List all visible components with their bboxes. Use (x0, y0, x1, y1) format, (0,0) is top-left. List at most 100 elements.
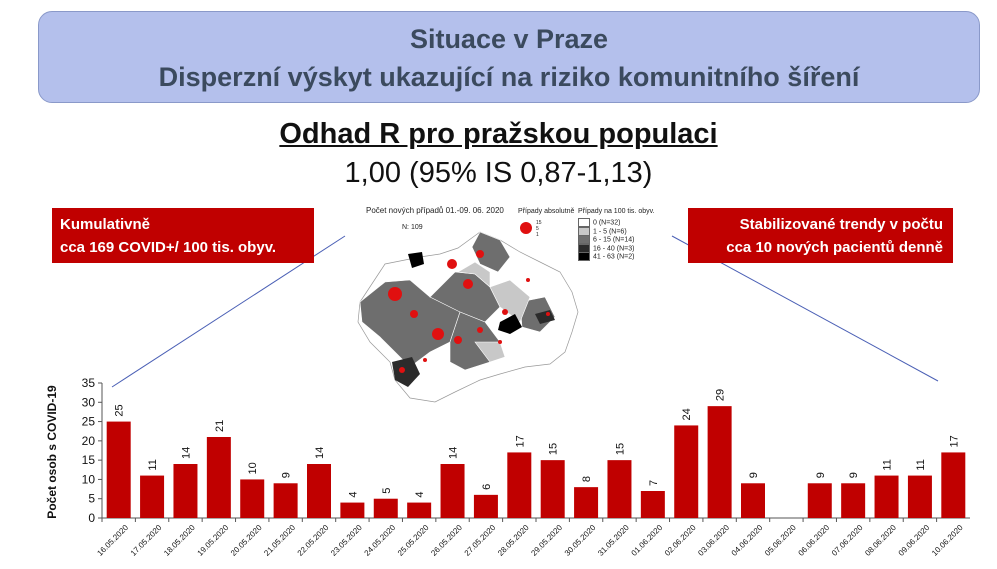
bar (273, 483, 298, 518)
bar-data-label: 9 (815, 472, 827, 478)
map-bubble (432, 328, 444, 340)
x-tick-label: 21.05.2020 (262, 523, 297, 558)
bar-data-label: 4 (414, 491, 426, 497)
bar-data-label: 11 (915, 459, 927, 470)
map-bubble (546, 312, 550, 316)
bar (841, 483, 866, 518)
bar-data-label: 14 (448, 447, 460, 459)
banner-title: Situace v Praze (409, 24, 609, 54)
bar (607, 460, 632, 518)
bar-data-label: 21 (214, 420, 226, 432)
x-tick-label: 29.05.2020 (529, 523, 564, 558)
bar (640, 491, 665, 518)
x-tick-label: 19.05.2020 (196, 523, 231, 558)
x-tick-label: 20.05.2020 (229, 523, 264, 558)
bar (741, 483, 765, 518)
bar (507, 452, 532, 518)
cumulative-callout: Kumulativně cca 169 COVID+/ 100 tis. oby… (52, 208, 314, 263)
map-bubble (447, 259, 457, 269)
bar-data-label: 8 (581, 476, 593, 482)
bar-data-label: 9 (848, 472, 860, 478)
bar-data-label: 7 (648, 480, 660, 486)
bar-data-label: 17 (514, 435, 526, 447)
bar (106, 421, 131, 518)
map-n: N: 109 (402, 224, 423, 231)
x-tick-label: 27.05.2020 (463, 523, 498, 558)
bar-data-label: 9 (281, 472, 293, 478)
x-tick-label: 09.06.2020 (897, 523, 932, 558)
x-tick-label: 17.05.2020 (129, 523, 164, 558)
banner-subtitle: Disperzní výskyt ukazující na riziko kom… (158, 62, 860, 92)
map-bubble (476, 250, 484, 258)
map-legend-label: 16 - 40 (N=3) (593, 244, 635, 252)
bar (440, 464, 465, 518)
bar-data-label: 4 (347, 491, 359, 497)
x-tick-label: 08.06.2020 (863, 523, 898, 558)
map-bubble (463, 279, 473, 289)
trend-callout: Stabilizované trendy v počtu cca 10 nový… (688, 208, 953, 263)
map-bubble (498, 340, 502, 344)
bar (941, 452, 966, 518)
x-tick-label: 31.05.2020 (596, 523, 631, 558)
map-legend-swatch (578, 252, 590, 261)
bar (173, 464, 198, 518)
r-estimate-heading: Odhad R pro pražskou populaci (0, 118, 997, 151)
x-tick-label: 03.06.2020 (696, 523, 731, 558)
prague-district-map: 15 5 1 (357, 220, 579, 403)
x-tick-label: 28.05.2020 (496, 523, 531, 558)
y-tick-label: 20 (82, 434, 96, 448)
bar (307, 464, 331, 518)
map-legend-row: 41 - 63 (N=2) (578, 252, 634, 261)
trend-callout-line2: cca 10 nových pacientů denně (726, 239, 943, 256)
bar-data-label: 29 (715, 389, 727, 401)
map-bubble (477, 327, 483, 333)
cumulative-callout-line2: cca 169 COVID+/ 100 tis. obyv. (60, 239, 277, 256)
bar-data-label: 15 (614, 443, 626, 455)
map-legend-label: 0 (N=32) (593, 219, 621, 227)
map-district (408, 252, 424, 268)
y-tick-label: 0 (88, 511, 95, 525)
x-tick-label: 26.05.2020 (429, 523, 464, 558)
y-tick-label: 30 (82, 395, 96, 409)
bar-data-label: 11 (147, 459, 159, 470)
map-bubble (502, 309, 508, 315)
y-axis-label: Počet osob s COVID-19 (45, 385, 59, 519)
map-bubble (454, 336, 462, 344)
x-tick-label: 18.05.2020 (162, 523, 197, 558)
prague-map-panel: Počet nových případů 01.-09. 06. 2020 N:… (340, 202, 670, 412)
bar-data-label: 6 (481, 484, 493, 490)
bar-data-label: 10 (247, 462, 259, 474)
map-district (457, 261, 491, 288)
r-estimate-heading-text: Odhad R pro pražskou populaci (279, 118, 718, 150)
bar (373, 498, 398, 518)
bar (807, 483, 832, 518)
bar-data-label: 25 (114, 404, 126, 416)
bar (574, 487, 599, 518)
title-banner: Situace v Praze Disperzní výskyt ukazují… (38, 11, 980, 103)
legend-bubble-label-5: 5 (536, 226, 539, 232)
cumulative-callout-line1: Kumulativně (60, 216, 151, 233)
bar (206, 437, 231, 518)
bar (340, 502, 365, 518)
map-district (498, 314, 522, 334)
bar-data-label: 14 (314, 447, 326, 459)
map-district (489, 279, 531, 323)
y-tick-label: 5 (88, 492, 95, 506)
x-tick-label: 07.06.2020 (830, 523, 865, 558)
map-district (535, 310, 555, 324)
legend-bubble-15 (520, 222, 532, 234)
legend-bubble-label-1: 1 (536, 232, 539, 238)
map-district (471, 231, 511, 273)
x-tick-label: 22.05.2020 (296, 523, 331, 558)
bar-data-label: 15 (548, 443, 560, 455)
bar (874, 475, 899, 518)
map-legend-label: 6 - 15 (N=14) (593, 236, 635, 244)
map-legend-label: 1 - 5 (N=6) (593, 227, 627, 235)
x-tick-label: 30.05.2020 (563, 523, 598, 558)
bar (140, 475, 165, 518)
bar (240, 479, 265, 518)
x-tick-label: 16.05.2020 (95, 523, 130, 558)
bar-data-label: 5 (381, 488, 393, 494)
bar-data-label: 11 (882, 459, 894, 470)
